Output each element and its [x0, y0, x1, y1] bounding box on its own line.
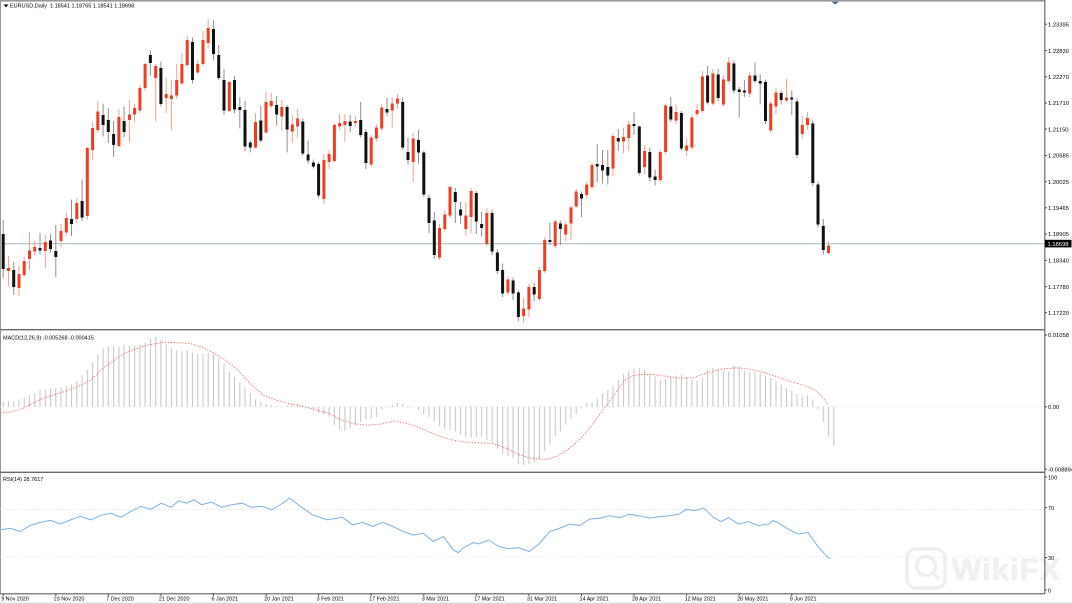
- svg-text:0.00: 0.00: [1048, 405, 1059, 411]
- svg-text:9 Jun 2021: 9 Jun 2021: [790, 597, 817, 603]
- svg-text:9 Nov 2020: 9 Nov 2020: [1, 597, 29, 603]
- svg-text:1.18905: 1.18905: [1048, 232, 1069, 238]
- svg-text:EURUSD,Daily 1.18541 1.18765: EURUSD,Daily 1.18541 1.18765 1.18541 1.1…: [10, 3, 134, 9]
- svg-text:30: 30: [1048, 556, 1054, 562]
- svg-text:1.20585: 1.20585: [1048, 154, 1069, 160]
- svg-text:31 Mar 2021: 31 Mar 2021: [527, 597, 557, 603]
- svg-text:-0.008894: -0.008894: [1048, 467, 1072, 473]
- svg-text:1.22830: 1.22830: [1048, 49, 1069, 55]
- svg-text:1.18340: 1.18340: [1048, 259, 1069, 265]
- svg-text:100: 100: [1048, 476, 1057, 482]
- svg-text:21 Dec 2020: 21 Dec 2020: [159, 597, 190, 603]
- svg-text:1.19465: 1.19465: [1048, 206, 1069, 212]
- svg-text:0.01058: 0.01058: [1048, 333, 1069, 339]
- svg-text:1.20025: 1.20025: [1048, 180, 1069, 186]
- svg-text:7 Dec 2020: 7 Dec 2020: [106, 597, 134, 603]
- svg-text:1.17780: 1.17780: [1048, 285, 1069, 291]
- svg-text:17 Feb 2021: 17 Feb 2021: [369, 597, 399, 603]
- svg-text:RSI(14) 28.7617: RSI(14) 28.7617: [3, 477, 43, 483]
- svg-text:17 Mar 2021: 17 Mar 2021: [474, 597, 504, 603]
- svg-text:MACD(12,26,9) -0.005268 -0.000: MACD(12,26,9) -0.005268 -0.000415: [3, 336, 94, 342]
- svg-text:3 Feb 2021: 3 Feb 2021: [317, 597, 344, 603]
- svg-text:6 Jan 2021: 6 Jan 2021: [212, 597, 239, 603]
- svg-text:1.23395: 1.23395: [1048, 22, 1069, 28]
- svg-text:WikiFX: WikiFX: [952, 552, 1061, 587]
- svg-text:3 Mar 2021: 3 Mar 2021: [422, 597, 449, 603]
- svg-text:1.18698: 1.18698: [1048, 242, 1069, 248]
- svg-text:23 Nov 2020: 23 Nov 2020: [54, 597, 85, 603]
- svg-text:1.21710: 1.21710: [1048, 101, 1069, 107]
- svg-text:14 Apr 2021: 14 Apr 2021: [580, 597, 609, 603]
- svg-text:1.22270: 1.22270: [1048, 75, 1069, 81]
- svg-text:1.21150: 1.21150: [1048, 127, 1069, 133]
- svg-text:0: 0: [1048, 589, 1051, 595]
- svg-text:70: 70: [1048, 506, 1054, 512]
- svg-text:1.17220: 1.17220: [1048, 311, 1069, 317]
- svg-text:26 May 2021: 26 May 2021: [737, 597, 768, 603]
- svg-text:20 Jan 2021: 20 Jan 2021: [264, 597, 294, 603]
- svg-text:28 Apr 2021: 28 Apr 2021: [632, 597, 661, 603]
- svg-text:12 May 2021: 12 May 2021: [685, 597, 716, 603]
